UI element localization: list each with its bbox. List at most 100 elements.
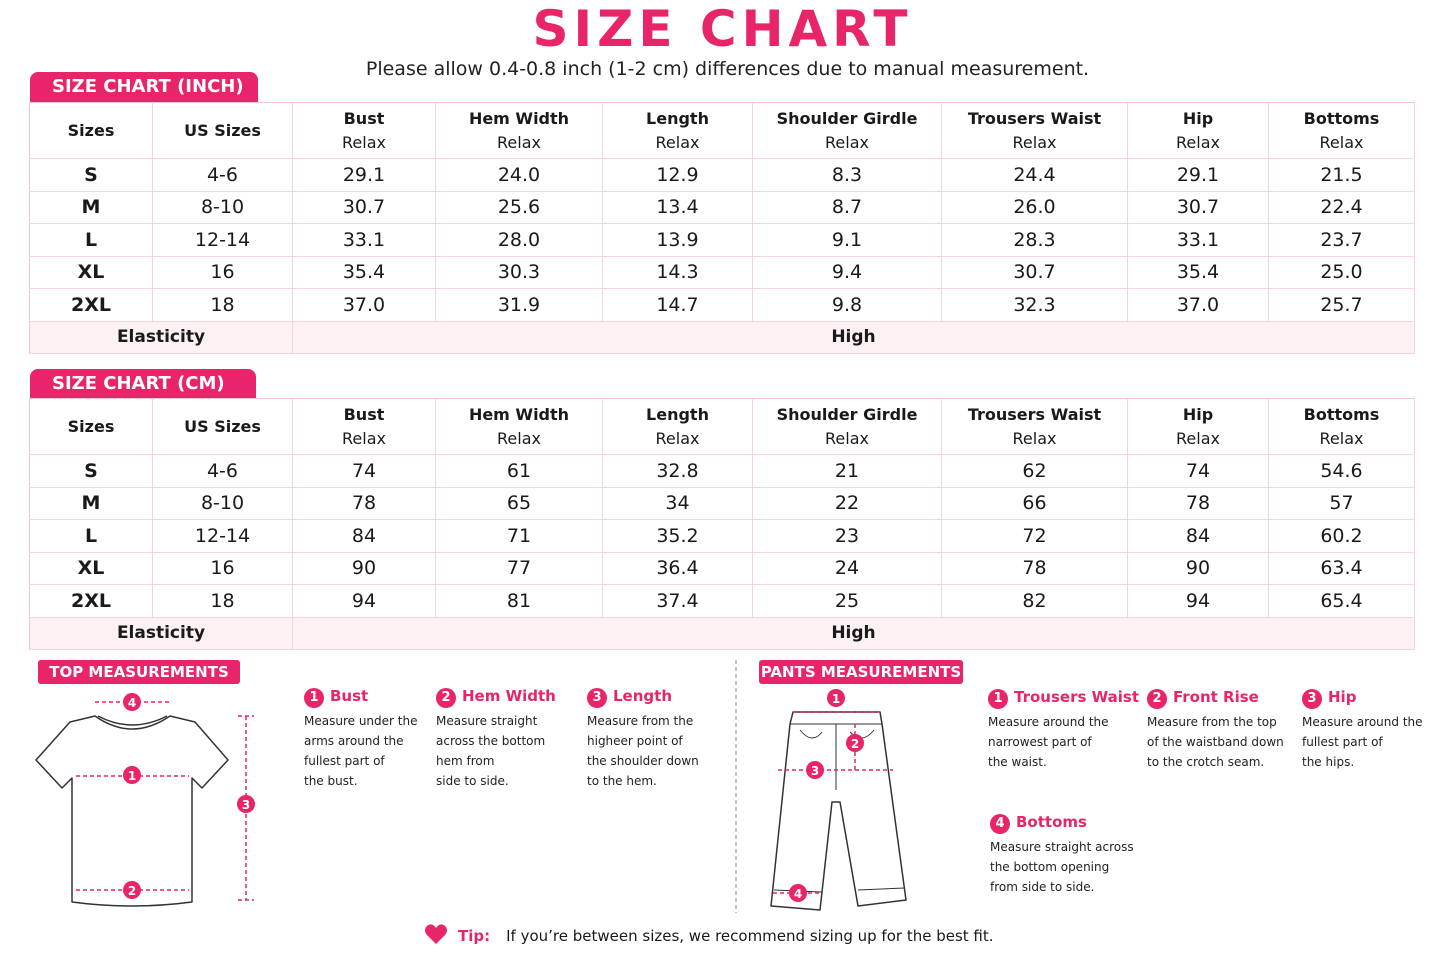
header-cell: Hip Relax [1127,398,1269,455]
header-name: Hip [1182,108,1214,128]
cell: 16 [152,256,293,289]
footer-value: High [292,617,1415,650]
measure-number: 1 [304,688,324,708]
header-cell: Hip Relax [1127,102,1269,159]
header-sub: Relax [825,428,869,448]
measure-text: from side to side. [990,880,1095,894]
header-sub: Relax [825,132,869,152]
subtitle: Please allow 0.4-0.8 inch (1-2 cm) diffe… [365,58,1090,80]
cell: 84 [292,519,436,553]
cell: 22.4 [1268,191,1415,224]
cell: 36.4 [602,552,753,585]
marker-circle [123,881,141,899]
data-row: M 8-10 30.7 25.6 13.4 8.7 26.0 30.7 22.4 [29,191,1415,224]
cell: 35.4 [292,256,436,289]
cell: 60.2 [1268,519,1415,553]
cell: 23 [752,519,942,553]
cell: 14.3 [602,256,753,289]
cell: 65 [435,487,603,520]
cell: 12.9 [602,158,753,192]
measure-heading: 1 Trousers Waist [988,686,1139,709]
size-table: Sizes US Sizes Bust Relax Hem Width Relax Leng… [29,398,1415,650]
data-row: XL 16 35.4 30.3 14.3 9.4 30.7 35.4 25.0 [29,256,1415,289]
header-name: US Sizes [184,120,261,140]
header-cell: Bust Relax [292,102,436,159]
header-name: Trousers Waist [967,404,1102,424]
measure-text: Measure from the [587,714,694,728]
cell: 78 [1127,487,1269,520]
cell: 30.7 [1127,191,1269,224]
marker-circle [846,734,864,752]
title: SIZE CHART [532,0,913,58]
header-name: Hip [1182,404,1214,424]
measure-name: Hem Width [462,687,556,705]
cell: 32.8 [602,454,753,488]
cell: 8.7 [752,191,942,224]
marker-number: 3 [242,798,250,812]
table-tab: SIZE CHART (CM) [30,369,256,399]
header-sub: Relax [1012,132,1057,152]
header-sub: Relax [1012,428,1057,448]
pants [770,711,907,911]
header-row: Sizes US Sizes Bust Relax Hem Width Relax Leng… [29,398,1415,455]
measure-heading: 3 Hip [1302,686,1356,709]
cell: 65.4 [1268,584,1415,618]
header-sub: Relax [1319,428,1364,448]
header-name: Shoulder Girdle [776,404,918,424]
cell: 31.9 [435,288,603,322]
measure-text: Measure straight across [990,840,1134,854]
header-sub: Relax [655,428,700,448]
cell: 34 [602,487,753,520]
measure-text: the hips. [1302,755,1355,769]
measure-number: 2 [1147,689,1167,709]
cell: 21.5 [1268,158,1415,192]
measure-text: to the crotch seam. [1147,755,1265,769]
cell: 26.0 [941,191,1128,224]
cell: 12-14 [152,519,293,553]
measure-text: the waist. [988,755,1047,769]
footer-value: High [292,321,1415,354]
measure-text: Measure from the top [1147,715,1277,729]
cell: 62 [941,454,1128,488]
cell: 84 [1127,519,1269,553]
header-cell: Shoulder Girdle Relax [752,102,942,159]
cell: 78 [941,552,1128,585]
cell: 9.4 [752,256,942,289]
table-tab: SIZE CHART (INCH) [30,72,258,102]
marker-number: 1 [128,769,136,783]
cell: 82 [941,584,1128,618]
cell: 13.4 [602,191,753,224]
cell: 35.2 [602,519,753,553]
cell: 78 [292,487,436,520]
cell: 71 [435,519,603,553]
cell: 24.0 [435,158,603,192]
header-name: Bottoms [1303,108,1380,128]
header-sub: Relax [342,428,386,448]
tip: Tip: If you’re between sizes, we recommen… [458,925,994,947]
marker-circle [123,693,141,711]
cell: 66 [941,487,1128,520]
header-cell: US Sizes [152,398,293,455]
cell: 4-6 [152,454,293,488]
cell: XL [29,256,153,289]
header-cell: Hem Width Relax [435,102,603,159]
measure-name: Bottoms [1016,813,1087,831]
cell: 90 [1127,552,1269,585]
footer-row: Elasticity High [29,617,1415,650]
cell: 28.3 [941,223,1128,257]
cell: 4-6 [152,158,293,192]
cell: 33.1 [292,223,436,257]
measure-text: of the waistband down [1147,735,1284,749]
section-tab: TOP MEASUREMENTS [38,660,240,684]
cell: 77 [435,552,603,585]
measure-text: to the hem. [587,774,657,788]
measure-text: fullest part of [304,754,385,768]
cell: 33.1 [1127,223,1269,257]
header-sub: Relax [1176,132,1220,152]
cell: L [29,519,153,553]
measure-text: arms around the [304,734,404,748]
cell: 8-10 [152,191,293,224]
cell: 23.7 [1268,223,1415,257]
marker-number: 2 [128,884,136,898]
